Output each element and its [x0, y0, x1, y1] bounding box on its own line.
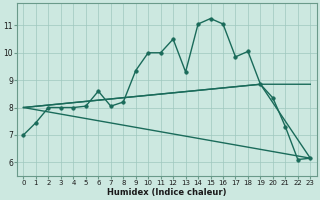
X-axis label: Humidex (Indice chaleur): Humidex (Indice chaleur) — [107, 188, 227, 197]
